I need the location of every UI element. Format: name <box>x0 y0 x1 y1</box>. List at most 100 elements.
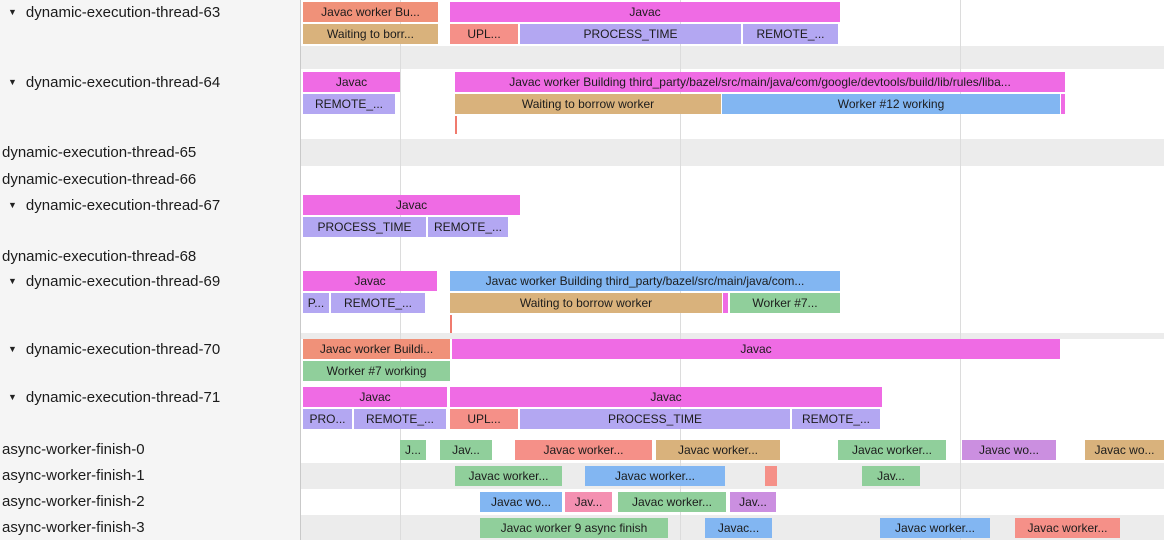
gridline <box>400 0 401 540</box>
track-name: async-worker-finish-1 <box>2 467 145 484</box>
track-label[interactable]: ▼ dynamic-execution-thread-63 <box>0 2 300 22</box>
expand-triangle-icon[interactable]: ▼ <box>8 200 17 210</box>
track-label[interactable]: async-worker-finish-1 <box>0 466 300 486</box>
slice-bar[interactable] <box>765 466 777 486</box>
slice-bar[interactable]: J... <box>400 440 426 460</box>
slice-label: Waiting to borrow worker <box>521 97 655 111</box>
slice-bar[interactable]: UPL... <box>450 409 518 429</box>
slice-bar[interactable]: REMOTE_... <box>743 24 838 44</box>
track-background <box>300 244 1164 270</box>
track-label[interactable]: async-worker-finish-2 <box>0 492 300 512</box>
expand-triangle-icon[interactable]: ▼ <box>8 276 17 286</box>
slice-bar[interactable]: Jav... <box>730 492 776 512</box>
slice-label: REMOTE_... <box>756 27 825 41</box>
slice-label: REMOTE_... <box>365 412 434 426</box>
slice-bar[interactable]: Javac <box>303 271 437 291</box>
slice-bar[interactable]: Waiting to borrow worker <box>450 293 722 313</box>
slice-label: PRO... <box>309 412 346 426</box>
slice-bar[interactable]: Javac wo... <box>1085 440 1164 460</box>
expand-triangle-icon[interactable]: ▼ <box>8 77 17 87</box>
slice-bar[interactable]: Javac wo... <box>962 440 1056 460</box>
slice-bar[interactable]: Javac worker... <box>656 440 780 460</box>
slice-label: Worker #12 working <box>837 97 945 111</box>
slice-label: Javac worker Building third_party/bazel/… <box>509 75 1011 89</box>
track-name: dynamic-execution-thread-68 <box>2 248 197 265</box>
slice-bar[interactable]: Javac worker... <box>585 466 725 486</box>
slice-bar[interactable]: REMOTE_... <box>331 293 425 313</box>
slice-bar[interactable]: Javac worker... <box>880 518 990 538</box>
slice-bar[interactable]: Worker #12 working <box>722 94 1060 114</box>
slice-bar[interactable]: Javac worker... <box>618 492 726 512</box>
slice-label: Javac worker... <box>468 469 549 483</box>
slice-bar[interactable]: P... <box>303 293 329 313</box>
slice-label: Worker #7 working <box>326 364 427 378</box>
expand-triangle-icon[interactable]: ▼ <box>8 392 17 402</box>
slice-bar[interactable]: Javac worker Building third_party/bazel/… <box>455 72 1065 92</box>
track-spacer <box>300 46 1164 69</box>
slice-bar[interactable]: Javac worker Buildi... <box>303 339 450 359</box>
track-label[interactable]: ▼ dynamic-execution-thread-67 <box>0 195 300 215</box>
slice-bar[interactable]: Worker #7 working <box>303 361 450 381</box>
slice-bar[interactable]: Javac worker... <box>838 440 946 460</box>
slice-bar[interactable]: Waiting to borr... <box>303 24 438 44</box>
track-name: dynamic-execution-thread-70 <box>25 341 221 358</box>
expand-triangle-icon[interactable]: ▼ <box>8 344 17 354</box>
track-label[interactable]: dynamic-execution-thread-66 <box>0 170 300 190</box>
slice-bar[interactable]: Javac <box>303 387 447 407</box>
slice-label: Javac wo... <box>490 495 552 509</box>
expand-triangle-icon[interactable]: ▼ <box>8 7 17 17</box>
track-label[interactable]: ▼ dynamic-execution-thread-64 <box>0 72 300 92</box>
slice-bar[interactable]: REMOTE_... <box>303 94 395 114</box>
instant-event-tick[interactable] <box>450 315 452 333</box>
slice-label: Javac worker... <box>1027 521 1108 535</box>
slice-bar[interactable]: Javac... <box>705 518 772 538</box>
slice-bar[interactable]: Javac worker... <box>515 440 652 460</box>
slice-bar[interactable]: PROCESS_TIME <box>520 24 741 44</box>
track-label[interactable]: ▼ dynamic-execution-thread-69 <box>0 271 300 291</box>
slice-bar[interactable]: Javac wo... <box>480 492 562 512</box>
track-label[interactable]: async-worker-finish-0 <box>0 440 300 460</box>
slice-bar[interactable]: Javac <box>450 2 840 22</box>
slice-bar[interactable]: PROCESS_TIME <box>520 409 790 429</box>
slice-label: Jav... <box>877 469 905 483</box>
slice-bar[interactable]: Jav... <box>440 440 492 460</box>
track-label[interactable]: ▼ dynamic-execution-thread-70 <box>0 339 300 359</box>
track-label[interactable]: async-worker-finish-3 <box>0 518 300 538</box>
slice-bar[interactable] <box>723 293 728 313</box>
slice-bar[interactable]: Javac <box>303 195 520 215</box>
slice-label: Worker #7... <box>752 296 818 310</box>
track-background <box>300 463 1164 489</box>
slice-label: Javac worker 9 async finish <box>500 521 648 535</box>
slice-label: Javac worker... <box>894 521 976 535</box>
slice-bar[interactable]: REMOTE_... <box>354 409 446 429</box>
slice-bar[interactable] <box>1061 94 1065 114</box>
slice-bar[interactable]: Javac worker... <box>455 466 562 486</box>
slice-bar[interactable]: Javac <box>452 339 1060 359</box>
slice-bar[interactable]: Javac <box>303 72 400 92</box>
slice-bar[interactable]: Javac <box>450 387 882 407</box>
slice-bar[interactable]: UPL... <box>450 24 518 44</box>
slice-label: Javac <box>354 274 386 288</box>
slice-bar[interactable]: Javac worker Building third_party/bazel/… <box>450 271 840 291</box>
slice-bar[interactable]: Javac worker... <box>1015 518 1120 538</box>
sidebar-divider <box>300 0 301 540</box>
track-label[interactable]: ▼ dynamic-execution-thread-71 <box>0 387 300 407</box>
slice-bar[interactable]: Waiting to borrow worker <box>455 94 721 114</box>
instant-event-tick[interactable] <box>455 116 457 134</box>
slice-bar[interactable]: Javac worker 9 async finish <box>480 518 668 538</box>
track-label[interactable]: dynamic-execution-thread-65 <box>0 143 300 163</box>
track-label[interactable]: dynamic-execution-thread-68 <box>0 247 300 267</box>
slice-bar[interactable]: Jav... <box>565 492 612 512</box>
slice-bar[interactable]: Javac worker Bu... <box>303 2 438 22</box>
slice-label: UPL... <box>467 27 501 41</box>
slice-bar[interactable]: PROCESS_TIME <box>303 217 426 237</box>
slice-bar[interactable]: Worker #7... <box>730 293 840 313</box>
slice-bar[interactable]: REMOTE_... <box>428 217 508 237</box>
slice-bar[interactable]: REMOTE_... <box>792 409 880 429</box>
slice-bar[interactable]: PRO... <box>303 409 352 429</box>
slice-label: PROCESS_TIME <box>317 220 412 234</box>
track-name: async-worker-finish-3 <box>2 519 145 536</box>
slice-bar[interactable]: Jav... <box>862 466 920 486</box>
slice-label: P... <box>307 296 325 310</box>
